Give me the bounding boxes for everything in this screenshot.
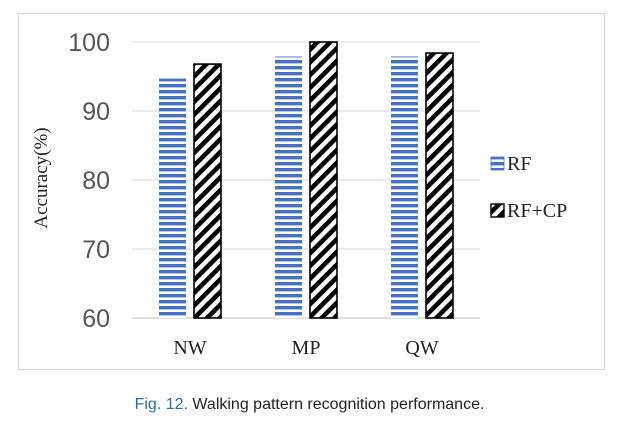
y-tick-label: 60: [82, 305, 110, 333]
y-tick-label: 80: [82, 167, 110, 195]
bar-rf-qw: [391, 56, 418, 319]
y-axis-label: Accuracy(%): [31, 127, 52, 228]
legend-label-rf: RF: [507, 153, 531, 175]
gridlines: [132, 41, 480, 319]
legend: RF RF+CP: [490, 153, 567, 222]
y-tick-label: 90: [82, 98, 110, 126]
y-tick-label: 100: [68, 29, 110, 57]
x-tick-label: NW: [173, 337, 206, 359]
bar-rf-mp: [275, 56, 302, 319]
figure-caption: Fig. 12. Walking pattern recognition per…: [0, 396, 619, 414]
bar-rf-nw: [159, 78, 186, 318]
y-tick-label: 70: [82, 236, 110, 264]
legend-swatch-rf-cp: [490, 203, 505, 218]
x-tick-label: MP: [292, 337, 321, 359]
bar-rf-cp-qw: [425, 52, 454, 319]
legend-label-rf-cp: RF+CP: [507, 200, 567, 222]
bar-rf-cp-mp: [309, 41, 338, 319]
legend-swatch-rf: [490, 156, 505, 171]
caption-label: Fig. 12.: [134, 396, 188, 413]
x-tick-label: QW: [405, 337, 438, 359]
caption-text: Walking pattern recognition performance.: [192, 396, 485, 413]
bar-rf-cp-nw: [193, 63, 222, 319]
bar-chart: 60 70 80 90 100 NW MP QW RF RF+CP Accuracy(%): [31, 29, 567, 359]
tick-labels: 60 70 80 90 100 NW MP QW: [68, 29, 438, 359]
bars: [159, 41, 454, 319]
